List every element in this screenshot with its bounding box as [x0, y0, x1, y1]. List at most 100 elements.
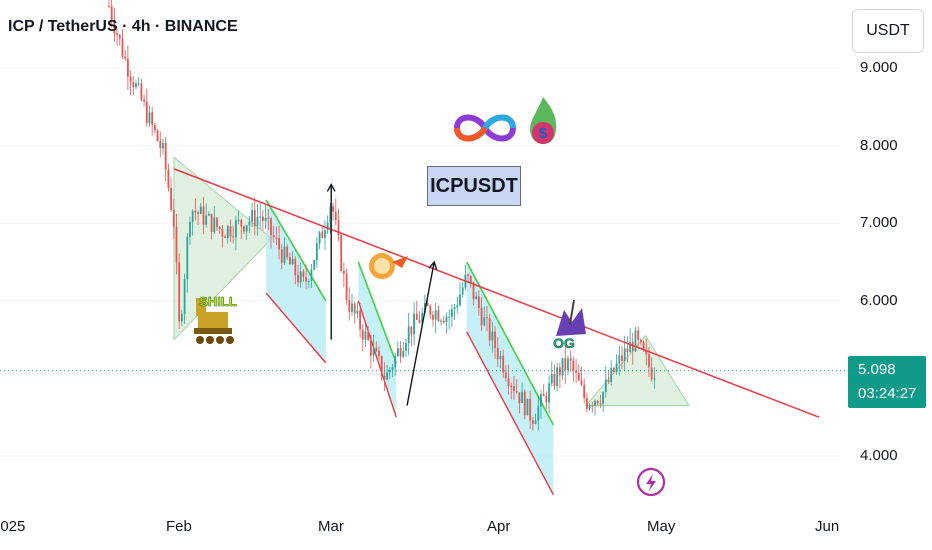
candle-body [653, 378, 656, 380]
candle-body [445, 316, 448, 323]
candle-body [575, 370, 577, 373]
sun-sticker [369, 253, 408, 279]
candle-body [607, 379, 610, 382]
candle-body [286, 246, 289, 258]
candle-body [240, 219, 243, 227]
candle-body [307, 280, 310, 282]
candle-body [129, 76, 132, 82]
candle-body [407, 326, 410, 344]
candle-body [229, 226, 232, 237]
sticker-layer: $ SHILL OG [194, 97, 666, 497]
flame-dollar-sticker: $ [530, 97, 557, 144]
candle-layer [108, 0, 656, 431]
candle-body [191, 210, 194, 222]
candle-body [399, 348, 402, 357]
candle-body [143, 99, 145, 102]
candle-body [515, 391, 518, 393]
candle-body [124, 56, 127, 59]
candle-body [126, 58, 129, 77]
candle-body [272, 235, 275, 238]
candle-body [453, 307, 456, 310]
candle-body [558, 367, 561, 376]
candle-body [348, 300, 351, 312]
candle-body [639, 339, 642, 343]
candle-body [288, 257, 291, 265]
candle-body [180, 314, 183, 322]
descending-trendline [173, 168, 820, 418]
candle-body [159, 141, 162, 149]
candle-body [253, 210, 256, 227]
candle-body [275, 237, 278, 239]
candle-body [615, 363, 618, 372]
candle-body [432, 314, 434, 320]
candle-body [526, 398, 529, 416]
falling-wedge [358, 262, 397, 418]
wedge-lower-line [357, 300, 397, 418]
grid-layer [0, 67, 840, 457]
candle-body [135, 83, 137, 88]
candle-body [216, 217, 218, 227]
candle-body [410, 326, 413, 335]
candle-body [645, 349, 648, 355]
candle-body [496, 348, 499, 360]
candle-body [483, 317, 486, 326]
candle-body [264, 217, 267, 222]
wedge-upper-line [357, 261, 397, 364]
pattern-layer [173, 156, 690, 496]
candle-body [351, 303, 353, 312]
candle-body [434, 310, 437, 320]
candle-body [383, 375, 386, 380]
candle-body [545, 395, 548, 403]
candle-body [283, 246, 286, 263]
candle-body [245, 225, 248, 232]
candle-body [521, 391, 523, 404]
candle-body [553, 373, 556, 387]
candle-body [426, 302, 429, 306]
candle-body [418, 319, 421, 323]
candle-body [359, 310, 361, 330]
candle-body [243, 226, 245, 232]
candle-body [518, 392, 521, 404]
lightning-icon[interactable] [636, 467, 666, 497]
candle-body [132, 81, 135, 88]
shill-label: SHILL [199, 294, 237, 309]
candle-body [569, 358, 572, 361]
date-tick-label: Feb [166, 518, 192, 535]
candle-body [199, 206, 202, 214]
candle-body [621, 355, 623, 361]
candle-body [294, 258, 297, 276]
candle-body [594, 400, 596, 406]
candle-body [369, 339, 372, 356]
triangle-pattern [173, 156, 273, 341]
candle-body [429, 305, 432, 315]
price-tick-label: 7.000 [860, 214, 898, 232]
candle-body [537, 406, 540, 421]
symbol-title[interactable]: ICP / TetherUS · 4h · BINANCE [8, 18, 238, 35]
trojan-horse-sticker: SHILL [194, 294, 237, 344]
candle-body [280, 249, 283, 263]
currency-badge[interactable]: USDT [852, 9, 924, 53]
date-tick-label: May [647, 518, 676, 535]
bar-countdown: 03:24:27 [858, 385, 917, 402]
candle-body [278, 237, 280, 250]
candle-body [113, 20, 116, 34]
candle-body [297, 275, 299, 283]
candle-body [110, 6, 113, 21]
candle-body [602, 392, 604, 404]
candle-body [326, 222, 329, 231]
svg-text:$: $ [539, 125, 548, 142]
candle-body [170, 187, 172, 210]
arrow-head [326, 182, 336, 192]
candle-body [356, 310, 359, 314]
candle-body [218, 226, 221, 229]
candle-body [224, 236, 226, 238]
date-tick-label: Jun [815, 518, 840, 535]
candle-body [467, 274, 469, 277]
candle-body [480, 308, 483, 326]
candle-body [580, 380, 583, 385]
candle-body [461, 287, 464, 295]
candle-body [345, 273, 348, 301]
candle-body [175, 226, 178, 263]
candle-body [448, 316, 451, 318]
